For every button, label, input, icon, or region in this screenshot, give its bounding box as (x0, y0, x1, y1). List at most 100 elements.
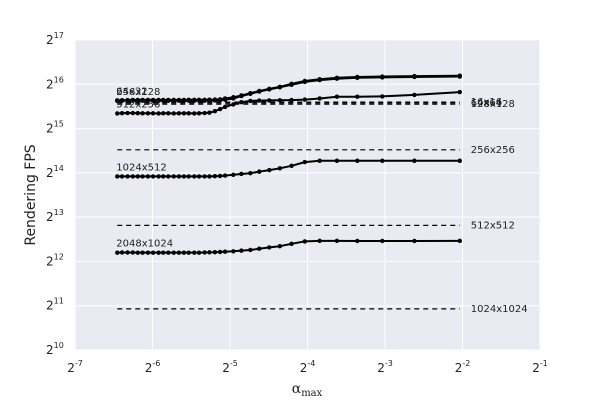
data-point (289, 97, 294, 103)
data-point (166, 250, 171, 255)
data-point (231, 249, 236, 254)
data-point (267, 98, 272, 103)
data-point (380, 158, 385, 163)
data-point (289, 163, 294, 168)
data-point (202, 250, 207, 255)
data-point (355, 75, 360, 81)
data-point (171, 250, 176, 255)
series-label-1024x512: 1024x512 (116, 162, 166, 173)
data-point (171, 111, 176, 116)
data-point (196, 111, 202, 116)
data-point (317, 96, 322, 101)
data-point (257, 246, 262, 251)
data-point (334, 76, 340, 81)
data-point (212, 109, 218, 114)
series-label-64x32: 64x32 (116, 86, 147, 97)
reference-label-1024x1024: 1024x1024 (471, 304, 528, 315)
data-point (202, 110, 207, 116)
data-point (412, 158, 417, 163)
data-point (302, 159, 307, 165)
data-point (334, 94, 340, 99)
data-point (217, 98, 223, 103)
series-label-2048x1024: 2048x1024 (116, 239, 173, 250)
data-point (156, 111, 161, 116)
data-point (289, 82, 294, 88)
data-point (115, 250, 120, 255)
data-point (176, 111, 182, 116)
data-point (135, 174, 140, 179)
data-point (457, 238, 462, 244)
data-point (145, 174, 151, 179)
data-point (207, 174, 212, 179)
data-point (186, 111, 191, 116)
x-tick-label: 2-1 (532, 359, 548, 375)
data-point (222, 104, 228, 110)
series-label-256x128: 256x128 (116, 87, 160, 98)
data-point (196, 174, 202, 179)
data-point (217, 173, 223, 179)
data-point (181, 250, 187, 255)
data-point (125, 98, 130, 104)
data-point (119, 98, 125, 104)
data-point (161, 174, 166, 179)
reference-label-512x512: 512x512 (471, 220, 515, 231)
data-point (135, 110, 140, 116)
data-point (202, 98, 207, 103)
data-point (289, 241, 294, 246)
data-point (257, 89, 262, 94)
reference-label-16x16: 16x16 (471, 97, 502, 108)
data-point (239, 248, 244, 253)
y-tick-label: 210 (46, 341, 64, 357)
data-point (212, 173, 218, 179)
x-axis-title: αmax (292, 381, 323, 399)
data-point (156, 250, 161, 255)
data-point (125, 174, 130, 179)
data-point (207, 98, 212, 103)
y-axis-title: Rendering FPS (23, 144, 39, 245)
data-point (412, 238, 417, 244)
data-point (186, 98, 191, 103)
data-point (267, 245, 272, 250)
data-point (317, 238, 322, 244)
data-point (130, 98, 135, 103)
series-label-512x256: 512x256 (116, 99, 160, 110)
data-point (166, 174, 171, 179)
data-point (231, 102, 236, 107)
data-point (217, 106, 223, 112)
data-point (140, 250, 145, 255)
data-point (212, 250, 218, 255)
x-tick-label: 2-4 (300, 359, 316, 375)
data-point (192, 174, 197, 179)
data-point (248, 91, 253, 96)
data-point (119, 110, 125, 116)
data-point (355, 238, 360, 244)
x-tick-label: 2-5 (222, 359, 238, 375)
data-point (161, 250, 166, 255)
data-point (150, 250, 156, 255)
data-point (257, 98, 262, 103)
tick-labels: 2-7 2-6 2-5 2-4 2-3 2-2 2-1 210 211 212 213 214 215 2… (46, 31, 548, 375)
data-point (176, 98, 182, 103)
data-point (140, 98, 145, 103)
y-tick-label: 214 (46, 164, 64, 180)
data-point (171, 98, 176, 103)
data-point (135, 98, 140, 103)
data-point (302, 79, 307, 85)
y-tick-label: 215 (46, 120, 64, 136)
data-point (380, 75, 385, 80)
data-point (181, 174, 187, 179)
data-point (192, 98, 197, 103)
data-point (150, 98, 156, 103)
data-point (176, 174, 182, 179)
data-point (192, 250, 197, 255)
data-point (145, 111, 151, 116)
data-point (145, 98, 151, 103)
data-point (196, 98, 202, 103)
data-point (222, 97, 228, 102)
data-point (257, 169, 262, 174)
data-point (277, 243, 283, 249)
reference-label-128x128: 128x128 (471, 99, 515, 110)
